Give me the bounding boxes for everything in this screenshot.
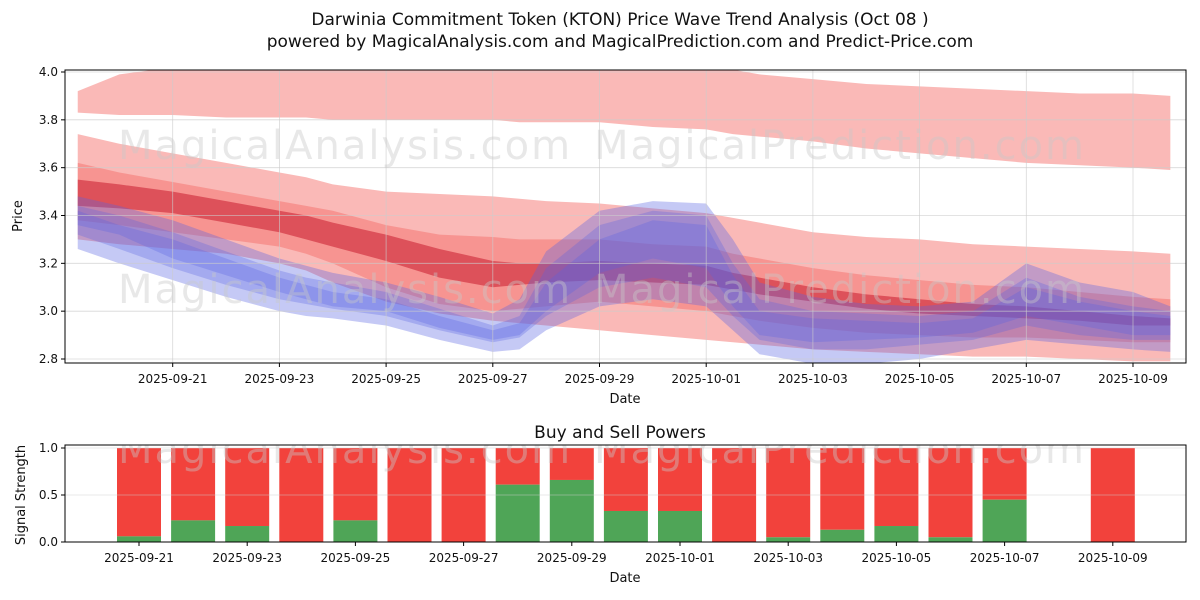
price-wave-bands (77, 70, 1171, 363)
figure-title-line2: powered by MagicalAnalysis.com and Magic… (267, 32, 974, 52)
sell-bar-segment (171, 448, 216, 521)
price-xtick-label: 2025-10-09 (1098, 372, 1168, 386)
signal-xtick-label: 2025-09-23 (212, 551, 282, 565)
price-ytick-label: 3.6 (39, 161, 58, 175)
sell-bar-segment (928, 448, 973, 538)
price-xtick-label: 2025-10-03 (778, 372, 848, 386)
sell-bar-segment (549, 448, 594, 480)
price-xtick-label: 2025-09-21 (138, 372, 208, 386)
sell-bar-segment (874, 448, 919, 527)
price-xtick-label: 2025-09-23 (245, 372, 315, 386)
price-xtick-label: 2025-09-25 (351, 372, 421, 386)
price-xtick-label: 2025-10-05 (885, 372, 955, 386)
signal-y-axis-label: Signal Strength (14, 445, 29, 545)
signal-xtick-label: 2025-10-05 (862, 551, 932, 565)
signal-xtick-label: 2025-09-27 (429, 551, 499, 565)
watermark-analysis: MagicalAnalysis.com (118, 123, 572, 169)
price-band-outer-blue-band (77, 196, 1171, 363)
watermark-prediction: MagicalPrediction.com (594, 427, 1086, 473)
price-grid (65, 70, 1186, 363)
signal-xtick-label: 2025-10-01 (645, 551, 715, 565)
buy-bar-segment (117, 536, 161, 542)
signal-xtick-label: 2025-10-07 (970, 551, 1040, 565)
buy-bar-segment (820, 529, 865, 542)
signal-xtick-label: 2025-09-25 (321, 551, 391, 565)
watermark-prediction: MagicalPrediction.com (594, 123, 1086, 169)
sell-bar-segment (117, 448, 161, 537)
price-ytick-label: 2.8 (39, 352, 58, 366)
price-xtick-label: 2025-10-07 (991, 372, 1061, 386)
buy-bar-segment (495, 484, 540, 542)
buy-bar-segment (171, 520, 216, 542)
price-ytick-label: 3.8 (39, 113, 58, 127)
buy-bar-segment (982, 499, 1027, 542)
price-xtick-label: 2025-09-27 (458, 372, 528, 386)
buy-sell-axes: 1.0 0.5 0.0 2025-09-21 2025-09-23 2025-09-25 2… (39, 441, 1187, 565)
sell-bar-segment (820, 448, 865, 530)
buy-bar-segment (549, 479, 594, 542)
price-xtick-label: 2025-09-29 (565, 372, 635, 386)
price-band-core-blue-band (77, 210, 1171, 343)
price-plot-border (64, 69, 1187, 364)
sell-bar-segment (658, 448, 702, 511)
price-ytick-label: 3.2 (39, 256, 58, 270)
sell-bar-segment (495, 448, 540, 485)
signal-x-axis-label: Date (609, 571, 640, 586)
buy-sell-watermarks: MagicalAnalysis.com MagicalPrediction.com (118, 427, 1086, 473)
sell-bar-segment (766, 448, 811, 538)
buy-bar-segment (928, 537, 973, 542)
price-y-axis-label: Price (11, 200, 26, 232)
signal-xtick-label: 2025-10-03 (753, 551, 823, 565)
signal-ytick-label: 0.5 (39, 488, 58, 502)
sell-bar-segment (982, 448, 1027, 500)
figure-title-line1: Darwinia Commitment Token (KTON) Price W… (311, 10, 928, 30)
watermark-analysis: MagicalAnalysis.com (118, 267, 572, 313)
price-ytick-label: 3.4 (39, 209, 58, 223)
signal-xtick-label: 2025-09-21 (104, 551, 174, 565)
sell-bar-segment (603, 448, 648, 511)
price-x-axis-label: Date (609, 392, 640, 407)
sell-bar-segment (225, 448, 270, 527)
signal-ytick-label: 0.0 (39, 535, 58, 549)
signal-ytick-label: 1.0 (39, 441, 58, 455)
price-band-mid-blue-band (77, 205, 1171, 350)
price-ytick-label: 3.0 (39, 304, 58, 318)
watermark-prediction: MagicalPrediction.com (594, 267, 1086, 313)
buy-bar-segment (658, 510, 702, 542)
signal-xtick-label: 2025-10-09 (1078, 551, 1148, 565)
price-watermarks: MagicalAnalysis.com MagicalPrediction.com… (118, 123, 1086, 313)
sell-bar-segment (333, 448, 378, 521)
buy-bar-segment (333, 520, 378, 542)
buy-bar-segment (766, 537, 811, 542)
buy-bar-segment (225, 526, 270, 542)
buy-bar-segment (874, 526, 919, 542)
signal-plot-border (64, 444, 1187, 543)
buy-sell-title: Buy and Sell Powers (534, 423, 706, 443)
buy-bar-segment (603, 510, 648, 542)
signal-xtick-label: 2025-09-29 (537, 551, 607, 565)
price-axes: 4.0 3.8 3.6 3.4 3.2 3.0 2.8 2025-09-21 2025-09-2… (39, 65, 1187, 386)
watermark-analysis: MagicalAnalysis.com (118, 427, 572, 473)
price-xtick-label: 2025-10-01 (671, 372, 741, 386)
price-ytick-label: 4.0 (39, 65, 58, 79)
